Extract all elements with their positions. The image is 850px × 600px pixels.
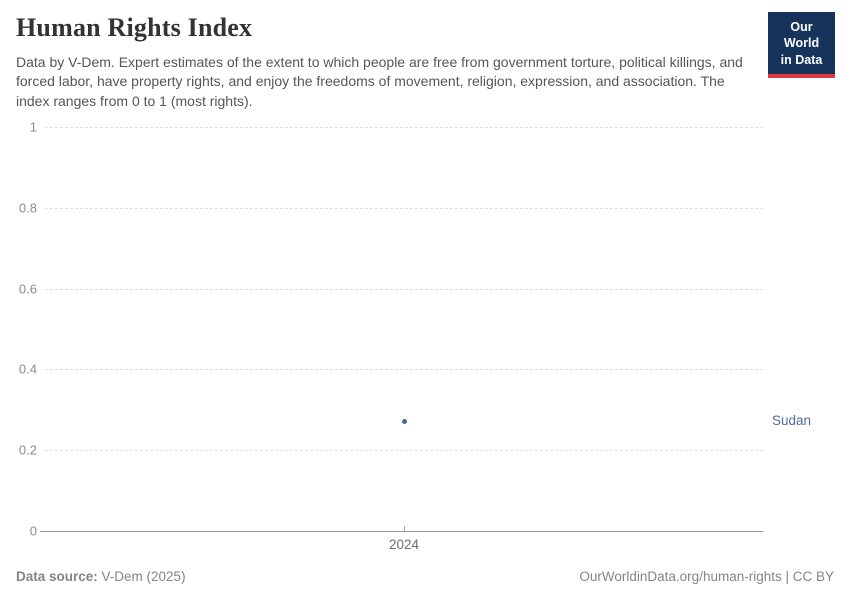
- owid-logo: Our World in Data: [768, 12, 835, 78]
- credit-line: OurWorldinData.org/human-rights | CC BY: [579, 569, 834, 584]
- y-gridline: [45, 369, 763, 371]
- y-tick-label: 0.2: [18, 442, 37, 458]
- y-tick-label: 0.6: [18, 281, 37, 297]
- y-tick-label: 1: [29, 119, 37, 135]
- y-gridline: [45, 450, 763, 452]
- data-source: Data source: V-Dem (2025): [16, 569, 186, 584]
- y-gridline: [45, 288, 763, 290]
- data-source-label: Data source:: [16, 569, 98, 584]
- owid-logo-line2: in Data: [780, 52, 823, 67]
- chart-subtitle: Data by V-Dem. Expert estimates of the e…: [16, 54, 743, 109]
- y-gridline: [45, 207, 763, 209]
- data-source-value: V-Dem (2025): [97, 569, 186, 584]
- y-tick-label: 0: [29, 523, 37, 539]
- chart-title: Human Rights Index: [16, 13, 253, 42]
- y-gridline: [45, 127, 763, 128]
- series-label: Sudan: [772, 412, 812, 428]
- y-tick-label: 0.8: [18, 200, 37, 216]
- y-tick-label: 0.4: [18, 361, 37, 377]
- chart-footer: Data source: V-Dem (2025) OurWorldinData…: [16, 569, 834, 584]
- data-point: [401, 419, 407, 425]
- owid-logo-line1: Our World: [783, 20, 820, 51]
- x-tick-mark: [404, 526, 405, 531]
- x-tick-label: 2024: [388, 537, 420, 552]
- plot-area: 0 0.2 0.4 0.6 0.8 1 2024 Sudan: [19, 120, 811, 553]
- x-axis-line: [40, 531, 763, 532]
